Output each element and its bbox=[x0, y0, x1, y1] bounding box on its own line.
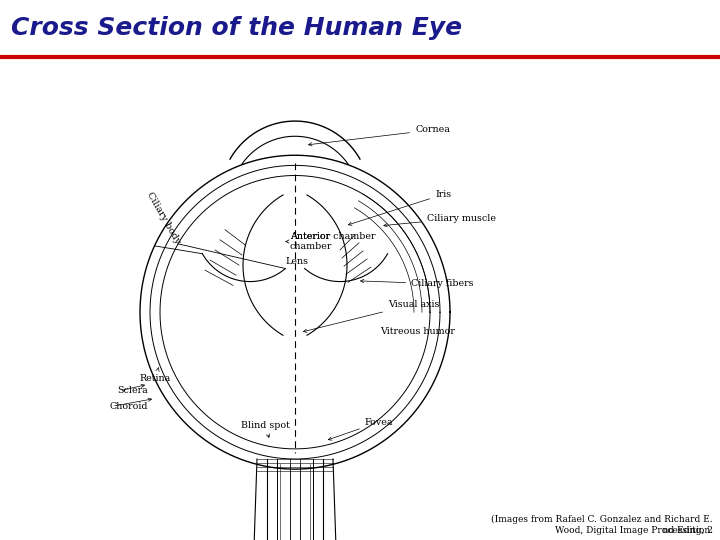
Text: Cross Section of the Human Eye: Cross Section of the Human Eye bbox=[11, 16, 462, 40]
Text: Iris: Iris bbox=[348, 190, 451, 225]
Text: Anterior chamber: Anterior chamber bbox=[290, 232, 376, 241]
Text: Ciliary body: Ciliary body bbox=[145, 191, 181, 246]
Text: Sclera: Sclera bbox=[117, 386, 148, 395]
Text: Retina: Retina bbox=[140, 368, 171, 383]
Text: nd Edition.: nd Edition. bbox=[467, 525, 713, 535]
Text: Lens: Lens bbox=[285, 258, 308, 266]
Text: Ciliary fibers: Ciliary fibers bbox=[361, 279, 474, 288]
Text: Vitreous humor: Vitreous humor bbox=[380, 327, 455, 335]
Text: Fovea: Fovea bbox=[328, 417, 393, 440]
Text: Ciliary muscle: Ciliary muscle bbox=[384, 213, 496, 227]
Text: Choroid: Choroid bbox=[109, 402, 148, 411]
Text: Blind spot: Blind spot bbox=[240, 421, 289, 437]
Text: (Images from Rafael C. Gonzalez and Richard E.
Wood, Digital Image Processing, 2: (Images from Rafael C. Gonzalez and Rich… bbox=[491, 515, 713, 535]
Text: Anterior
chamber: Anterior chamber bbox=[286, 232, 333, 251]
Text: Cornea: Cornea bbox=[309, 125, 450, 146]
Text: Visual axis: Visual axis bbox=[303, 300, 439, 333]
